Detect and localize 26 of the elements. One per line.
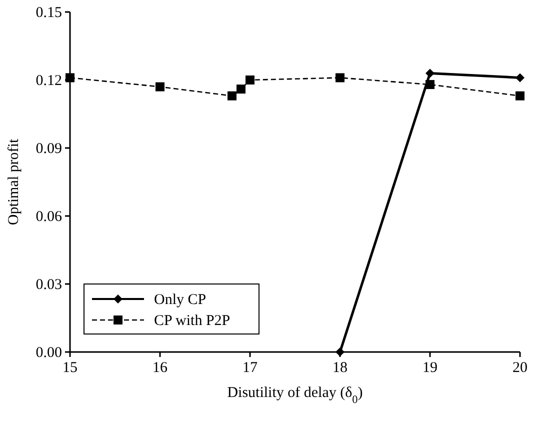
x-axis-title: Disutility of delay (δ$_{0}$) [227,385,363,406]
y-tick-label: 0.09 [36,141,62,157]
legend-label: Only CP [154,292,206,308]
x-tick-label: 18 [332,360,348,376]
x-tick-label: 20 [512,360,528,376]
x-tick-label: 16 [152,360,168,376]
point [516,91,524,100]
point [426,80,434,90]
point [516,73,524,82]
y-tick-label: 0.15 [36,5,62,21]
y-tick-label: 0.06 [36,209,62,225]
x-tick-label: 15 [62,360,78,376]
y-axis-title: Optimal profit [6,138,22,226]
point [228,91,236,100]
point [156,82,164,92]
point [426,68,434,78]
point [246,76,254,84]
legend-label: CP with P2P [154,313,230,329]
point [236,84,246,94]
y-tick-label: 0.12 [36,73,62,89]
y-tick-label: 0.00 [36,345,62,361]
y-tick-label: 0.03 [36,277,62,293]
x-tick-label: 17 [242,360,258,376]
point [336,73,344,82]
point [66,73,74,82]
x-tick-label: 19 [422,360,438,376]
